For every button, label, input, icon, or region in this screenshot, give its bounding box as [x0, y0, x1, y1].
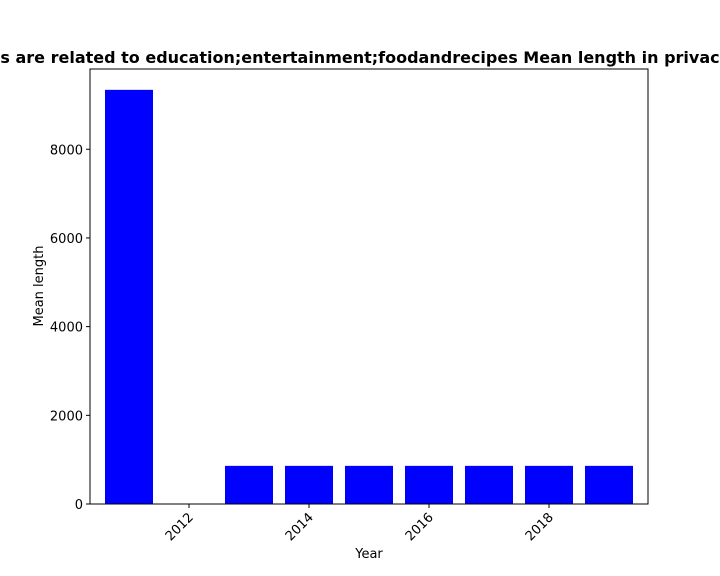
x-tick-label: 2018 — [523, 510, 557, 544]
bar-2016 — [405, 465, 453, 504]
y-axis-label: Mean length — [32, 246, 47, 327]
x-axis: 2012 2014 2016 2018 — [163, 504, 557, 544]
bar-2015 — [345, 465, 393, 504]
chart-title: s are related to education;entertainment… — [0, 48, 719, 67]
x-tick-label: 2014 — [283, 510, 317, 544]
bar-2014 — [285, 465, 333, 504]
y-tick-label: 4000 — [50, 321, 83, 336]
bar-2017 — [465, 465, 513, 504]
bars — [105, 89, 633, 505]
x-tick-label: 2016 — [403, 510, 437, 544]
x-tick-label: 2012 — [163, 510, 197, 544]
y-tick-label: 2000 — [50, 409, 83, 424]
y-axis: 0 2000 4000 6000 8000 — [50, 143, 90, 513]
bar-2018 — [525, 465, 573, 504]
y-tick-label: 6000 — [50, 232, 83, 247]
bar-2019 — [585, 465, 633, 504]
y-tick-label: 0 — [75, 498, 83, 513]
x-axis-label: Year — [354, 547, 383, 562]
y-tick-label: 8000 — [50, 143, 83, 158]
bar-2011 — [105, 89, 153, 505]
plot-frame — [89, 68, 649, 505]
bar-2013 — [225, 465, 273, 504]
